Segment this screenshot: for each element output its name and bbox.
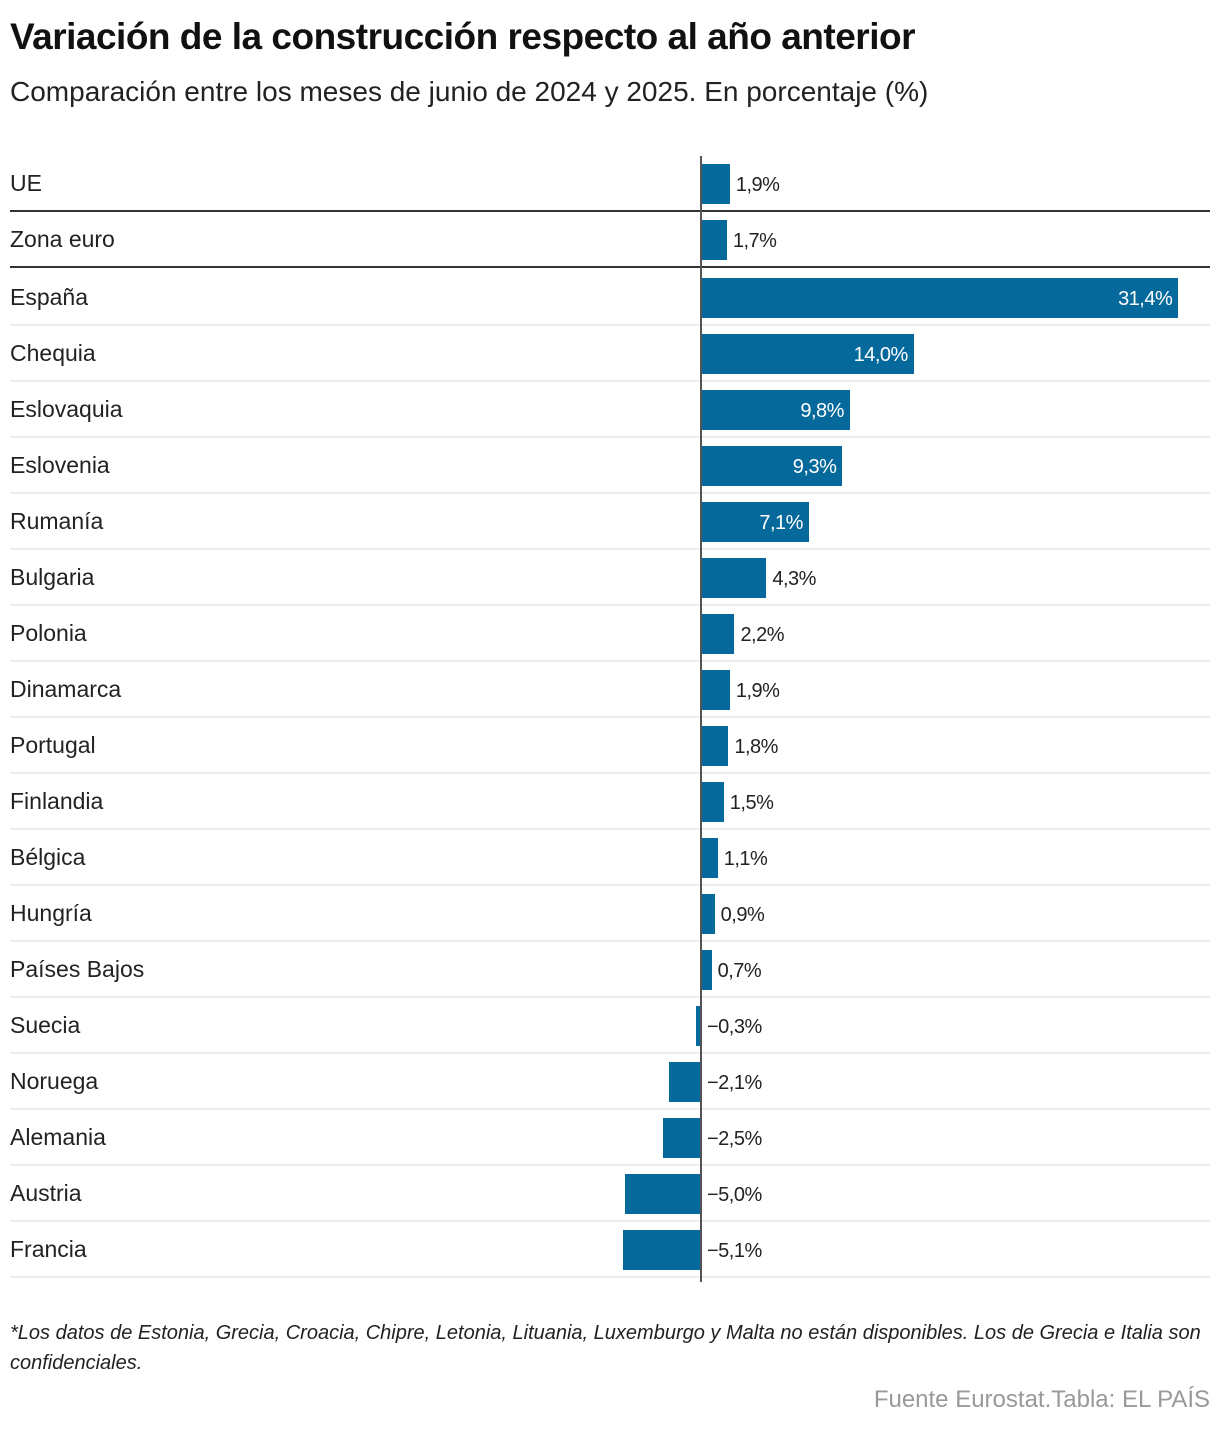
value-label: −5,0% — [707, 1184, 762, 1206]
table-row: Finlandia 1,5% — [10, 774, 1210, 830]
table-row: Noruega −2,1% — [10, 1054, 1210, 1110]
bar — [701, 726, 729, 766]
category-label: Bélgica — [10, 844, 86, 870]
table-row: Bélgica 1,1% — [10, 830, 1210, 886]
category-label: Polonia — [10, 620, 87, 646]
category-label: Eslovenia — [10, 452, 110, 478]
category-label: Zona euro — [10, 226, 115, 252]
zero-axis-line — [700, 156, 702, 1282]
value-label: 9,3% — [792, 456, 837, 478]
bar — [663, 1118, 701, 1158]
table-row: España 31,4% — [10, 270, 1210, 326]
table-row: Dinamarca 1,9% — [10, 662, 1210, 718]
source-credit: Fuente Eurostat.Tabla: EL PAÍS — [873, 1386, 1210, 1413]
table-row: Bulgaria 4,3% — [10, 550, 1210, 606]
value-label: 9,8% — [800, 400, 844, 422]
bar — [623, 1230, 701, 1270]
value-label: 1,7% — [732, 230, 777, 252]
value-label: 4,3% — [772, 568, 816, 590]
category-label: Portugal — [10, 732, 96, 758]
chart-title: Variación de la construcción respecto al… — [10, 16, 915, 57]
value-label: 1,9% — [735, 680, 780, 702]
table-row: Portugal 1,8% — [10, 718, 1210, 774]
category-label: Austria — [10, 1180, 82, 1206]
bar — [701, 558, 767, 598]
table-row: Zona euro 1,7% — [10, 212, 1210, 268]
category-label: Bulgaria — [10, 564, 95, 590]
bar — [701, 838, 718, 878]
value-label: 14,0% — [853, 344, 909, 366]
table-row: Rumanía 7,1% — [10, 494, 1210, 550]
value-label: −0,3% — [707, 1016, 762, 1038]
category-label: Chequia — [10, 340, 96, 366]
table-row: Alemania −2,5% — [10, 1110, 1210, 1166]
category-label: Francia — [10, 1236, 87, 1262]
value-label: 0,7% — [717, 960, 762, 982]
footnote: *Los datos de Estonia, Grecia, Croacia, … — [10, 1322, 1201, 1374]
category-label: España — [10, 284, 89, 310]
table-row: Eslovaquia 9,8% — [10, 382, 1210, 438]
bar — [701, 164, 730, 204]
bar — [701, 950, 712, 990]
table-row: Polonia 2,2% — [10, 606, 1210, 662]
bar — [701, 334, 914, 374]
bar — [669, 1062, 701, 1102]
bar — [701, 502, 809, 542]
value-label: 2,2% — [740, 624, 785, 646]
bar — [701, 390, 850, 430]
value-label: 1,5% — [729, 792, 774, 814]
table-row: UE 1,9% — [10, 156, 1210, 212]
category-label: Finlandia — [10, 788, 104, 814]
table-row: Suecia −0,3% — [10, 998, 1210, 1054]
bar — [701, 670, 730, 710]
category-label: UE — [10, 170, 42, 196]
category-label: Suecia — [10, 1012, 81, 1038]
table-row: Austria −5,0% — [10, 1166, 1210, 1222]
table-row: Eslovenia 9,3% — [10, 438, 1210, 494]
bar — [701, 278, 1179, 318]
value-label: 1,1% — [723, 848, 768, 870]
value-label: 1,9% — [735, 174, 780, 196]
value-label: 0,9% — [720, 904, 765, 926]
category-label: Países Bajos — [10, 956, 145, 982]
category-label: Hungría — [10, 900, 92, 926]
table-row: Hungría 0,9% — [10, 886, 1210, 942]
category-label: Eslovaquia — [10, 396, 123, 422]
table-row: Países Bajos 0,7% — [10, 942, 1210, 998]
table-row: Francia −5,1% — [10, 1222, 1210, 1278]
table-row: Chequia 14,0% — [10, 326, 1210, 382]
value-label: −2,1% — [707, 1072, 762, 1094]
bar — [625, 1174, 701, 1214]
bar — [696, 1006, 701, 1046]
category-label: Rumanía — [10, 508, 104, 534]
value-label: 1,8% — [734, 736, 778, 758]
value-label: 7,1% — [759, 512, 803, 534]
chart-subtitle: Comparación entre los meses de junio de … — [10, 76, 929, 107]
category-label: Alemania — [10, 1124, 106, 1150]
value-label: −5,1% — [707, 1240, 762, 1262]
bar — [701, 894, 715, 934]
value-label: 31,4% — [1118, 288, 1173, 310]
category-label: Dinamarca — [10, 676, 122, 702]
value-label: −2,5% — [707, 1128, 762, 1150]
bar — [701, 614, 735, 654]
bar — [701, 782, 724, 822]
category-label: Noruega — [10, 1068, 99, 1094]
bar — [701, 220, 727, 260]
bar — [701, 446, 843, 486]
